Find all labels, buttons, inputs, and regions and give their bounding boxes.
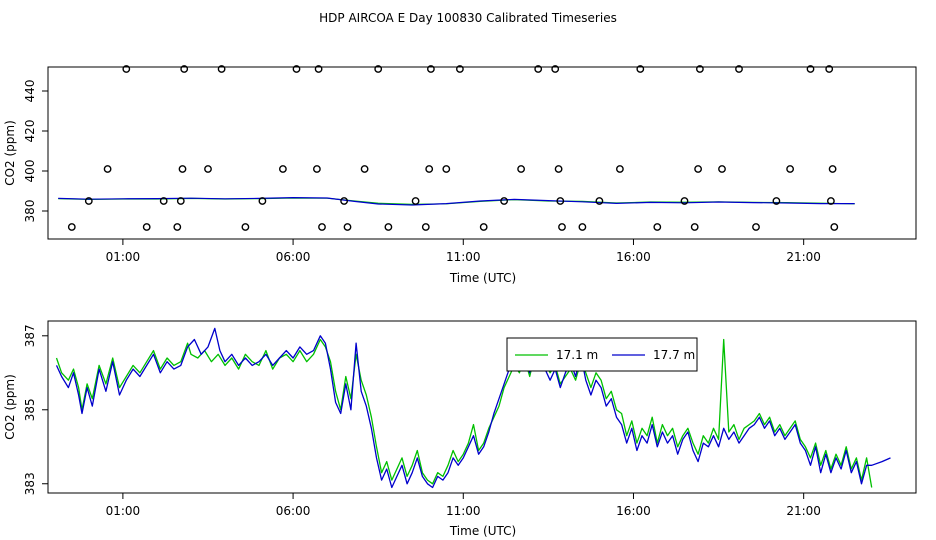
bottom-y-axis-label: CO2 (ppm) bbox=[3, 374, 17, 440]
scatter-point bbox=[314, 65, 323, 73]
bottom-x-axis: 01:00 06:00 11:00 16:00 21:00 bbox=[106, 493, 821, 518]
scatter-point bbox=[828, 165, 837, 173]
y-tick-label: 383 bbox=[23, 472, 37, 495]
y-tick-label: 380 bbox=[23, 200, 37, 223]
x-tick-label: 01:00 bbox=[106, 250, 141, 264]
top-plot-frame bbox=[47, 66, 917, 240]
scatter-point bbox=[680, 197, 689, 205]
scatter-point bbox=[558, 223, 566, 231]
legend-label-17-1m: 17.1 m bbox=[556, 348, 598, 362]
scatter-point bbox=[479, 223, 488, 231]
scatter-point bbox=[696, 65, 704, 73]
scatter-point bbox=[425, 165, 434, 173]
x-tick-label: 16:00 bbox=[616, 504, 651, 518]
y-tick-label: 400 bbox=[23, 160, 37, 183]
scatter-point bbox=[556, 197, 565, 205]
scatter-point bbox=[830, 223, 839, 231]
scatter-point bbox=[84, 197, 93, 205]
scatter-point bbox=[67, 223, 76, 231]
scatter-point bbox=[384, 223, 393, 231]
scatter-point bbox=[653, 223, 662, 231]
top-y-axis: 380 400 420 440 bbox=[23, 80, 48, 223]
scatter-point bbox=[827, 197, 835, 205]
scatter-point bbox=[500, 197, 508, 205]
scatter-point bbox=[278, 165, 287, 173]
scatter-point bbox=[690, 223, 699, 231]
top-x-axis: 01:00 06:00 11:00 16:00 21:00 bbox=[106, 239, 821, 264]
scatter-point bbox=[718, 165, 726, 173]
bottom-plot-frame bbox=[47, 320, 917, 494]
scatter-point bbox=[360, 165, 369, 173]
scatter-point bbox=[258, 197, 267, 205]
scatter-point bbox=[173, 223, 182, 231]
top-y-axis-label: CO2 (ppm) bbox=[3, 120, 17, 186]
scatter-point bbox=[752, 223, 760, 231]
scatter-point bbox=[551, 65, 560, 73]
bottom-panel: 01:00 06:00 11:00 16:00 21:00 383 385 387 Time… bbox=[3, 320, 917, 538]
scatter-point bbox=[159, 197, 168, 205]
scatter-point bbox=[442, 165, 451, 173]
scatter-point bbox=[411, 197, 420, 205]
x-tick-label: 01:00 bbox=[106, 504, 141, 518]
scatter-point bbox=[421, 223, 430, 231]
bottom-series-lines bbox=[55, 327, 891, 489]
top-scatter-points bbox=[67, 65, 839, 231]
y-tick-label: 385 bbox=[23, 398, 37, 421]
scatter-point bbox=[374, 65, 383, 73]
x-tick-label: 21:00 bbox=[786, 250, 821, 264]
scatter-point bbox=[318, 223, 326, 231]
y-tick-label: 440 bbox=[23, 80, 37, 103]
scatter-point bbox=[534, 65, 543, 73]
scatter-point bbox=[578, 223, 587, 231]
scatter-point bbox=[694, 165, 702, 173]
bottom-y-axis: 383 385 387 bbox=[23, 324, 48, 495]
top-panel: 01:00 06:00 11:00 16:00 21:00 380 400 420 440 T… bbox=[3, 65, 917, 285]
scatter-point bbox=[103, 165, 112, 173]
scatter-point bbox=[735, 65, 743, 73]
scatter-point bbox=[806, 65, 815, 73]
scatter-point bbox=[241, 223, 250, 231]
scatter-point bbox=[142, 223, 151, 231]
scatter-point bbox=[825, 65, 834, 73]
scatter-point bbox=[178, 165, 187, 173]
x-tick-label: 06:00 bbox=[276, 504, 311, 518]
scatter-point bbox=[595, 197, 604, 205]
x-tick-label: 21:00 bbox=[786, 504, 821, 518]
series-line-green bbox=[55, 338, 873, 488]
scatter-point bbox=[786, 165, 794, 173]
legend: 17.1 m 17.7 m bbox=[506, 337, 698, 372]
y-tick-label: 420 bbox=[23, 120, 37, 143]
x-tick-label: 16:00 bbox=[616, 250, 651, 264]
series-line-blue bbox=[58, 197, 855, 206]
scatter-point bbox=[455, 65, 464, 73]
scatter-point bbox=[204, 165, 212, 173]
scatter-point bbox=[554, 165, 563, 173]
scatter-point bbox=[343, 223, 352, 231]
scatter-point bbox=[180, 65, 189, 73]
scatter-point bbox=[292, 65, 301, 73]
scatter-point bbox=[312, 165, 321, 173]
scatter-point bbox=[517, 165, 525, 173]
top-x-axis-label: Time (UTC) bbox=[449, 271, 516, 285]
scatter-point bbox=[217, 65, 226, 73]
scatter-point bbox=[616, 165, 624, 173]
scatter-point bbox=[772, 197, 781, 205]
y-tick-label: 387 bbox=[23, 324, 37, 347]
x-tick-label: 06:00 bbox=[276, 250, 311, 264]
scatter-point bbox=[636, 65, 645, 73]
top-series-lines bbox=[58, 197, 855, 206]
scatter-point bbox=[176, 197, 185, 205]
chart-title: HDP AIRCOA E Day 100830 Calibrated Times… bbox=[319, 11, 617, 25]
scatter-point bbox=[426, 65, 435, 73]
x-tick-label: 11:00 bbox=[446, 504, 481, 518]
scatter-point bbox=[122, 65, 131, 73]
bottom-x-axis-label: Time (UTC) bbox=[449, 524, 516, 538]
scatter-point bbox=[340, 197, 348, 205]
legend-label-17-7m: 17.7 m bbox=[653, 348, 695, 362]
series-line-blue bbox=[55, 327, 891, 489]
x-tick-label: 11:00 bbox=[446, 250, 481, 264]
